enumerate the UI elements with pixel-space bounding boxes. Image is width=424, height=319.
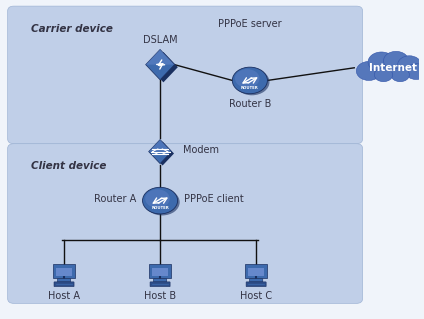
Polygon shape <box>149 140 171 152</box>
FancyBboxPatch shape <box>57 279 71 282</box>
Circle shape <box>391 68 410 82</box>
Text: Modem: Modem <box>183 145 219 155</box>
Circle shape <box>142 187 178 214</box>
Bar <box>152 268 168 276</box>
Text: Router A: Router A <box>94 194 136 204</box>
Circle shape <box>145 189 170 208</box>
Circle shape <box>374 68 393 82</box>
Text: Router B: Router B <box>229 100 271 109</box>
FancyBboxPatch shape <box>153 279 167 282</box>
Circle shape <box>398 56 421 73</box>
Polygon shape <box>149 140 171 164</box>
Circle shape <box>145 189 180 215</box>
Text: ROUTER: ROUTER <box>241 86 259 90</box>
Text: PPPoE server: PPPoE server <box>218 19 282 29</box>
Bar <box>248 268 264 276</box>
FancyBboxPatch shape <box>150 282 170 286</box>
Bar <box>56 268 72 276</box>
Circle shape <box>356 62 382 80</box>
FancyBboxPatch shape <box>53 264 75 278</box>
Circle shape <box>368 52 395 72</box>
FancyBboxPatch shape <box>249 279 263 282</box>
Text: PPPoE client: PPPoE client <box>184 194 244 204</box>
FancyBboxPatch shape <box>149 264 171 278</box>
FancyBboxPatch shape <box>8 6 363 144</box>
Circle shape <box>383 51 409 70</box>
Circle shape <box>234 69 270 95</box>
Circle shape <box>235 69 259 88</box>
FancyBboxPatch shape <box>245 264 268 278</box>
Text: Host B: Host B <box>144 291 176 301</box>
Text: Client device: Client device <box>31 161 106 171</box>
Circle shape <box>232 67 268 94</box>
FancyBboxPatch shape <box>246 282 266 286</box>
Polygon shape <box>151 141 174 166</box>
FancyBboxPatch shape <box>54 282 74 286</box>
Text: Host A: Host A <box>48 291 80 301</box>
Text: Carrier device: Carrier device <box>31 24 112 33</box>
Circle shape <box>406 64 424 79</box>
Text: ROUTER: ROUTER <box>151 206 169 210</box>
Text: Internet: Internet <box>369 63 417 73</box>
Text: Host C: Host C <box>240 291 272 301</box>
Polygon shape <box>149 52 178 82</box>
Text: DSLAM: DSLAM <box>143 35 177 45</box>
Polygon shape <box>145 49 175 65</box>
Polygon shape <box>145 49 175 80</box>
FancyBboxPatch shape <box>8 144 363 303</box>
